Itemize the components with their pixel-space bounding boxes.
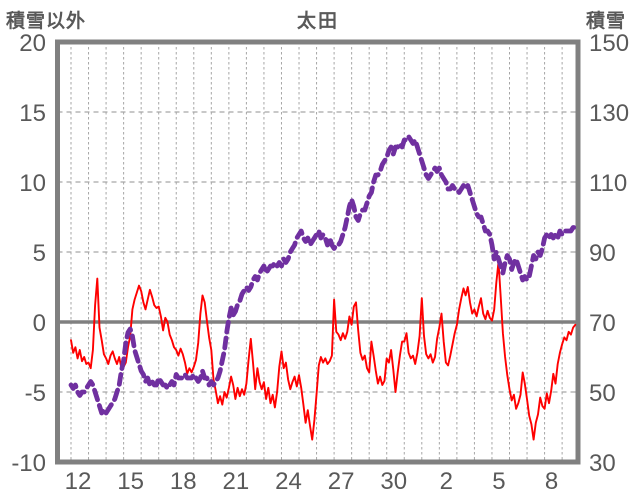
x-tick-label: 12 — [65, 468, 92, 495]
y-tick-label-left: 0 — [33, 310, 46, 337]
y-tick-label-right: 70 — [589, 310, 616, 337]
y-tick-label-right: 30 — [589, 450, 616, 477]
y-tick-label-right: 150 — [589, 30, 629, 57]
x-tick-label: 21 — [223, 468, 250, 495]
x-tick-label: 5 — [492, 468, 505, 495]
y-tick-label-right: 90 — [589, 240, 616, 267]
y-tick-label-left: -5 — [25, 380, 46, 407]
y-tick-label-left: 20 — [19, 30, 46, 57]
x-tick-label: 2 — [440, 468, 453, 495]
left-axis-title: 積雪以外 — [6, 11, 87, 32]
y-tick-label-right: 50 — [589, 380, 616, 407]
x-tick-label: 8 — [545, 468, 558, 495]
x-tick-label: 24 — [275, 468, 302, 495]
y-tick-label-left: 5 — [33, 240, 46, 267]
y-tick-label-right: 110 — [589, 170, 627, 197]
right-axis-title: 積雪 — [585, 11, 626, 32]
series-line-snow-depth — [68, 134, 578, 416]
y-tick-label-left: 10 — [19, 170, 46, 197]
plot-frame — [55, 39, 581, 465]
series-line-non-snow — [70, 260, 577, 441]
y-tick-label-left: 15 — [19, 100, 46, 127]
y-tick-label-right: 130 — [589, 100, 629, 127]
x-tick-label: 27 — [328, 468, 355, 495]
y-tick-label-left: -10 — [11, 450, 46, 477]
x-tick-label: 15 — [117, 468, 144, 495]
x-tick-label: 18 — [170, 468, 197, 495]
x-tick-label: 30 — [380, 468, 407, 495]
